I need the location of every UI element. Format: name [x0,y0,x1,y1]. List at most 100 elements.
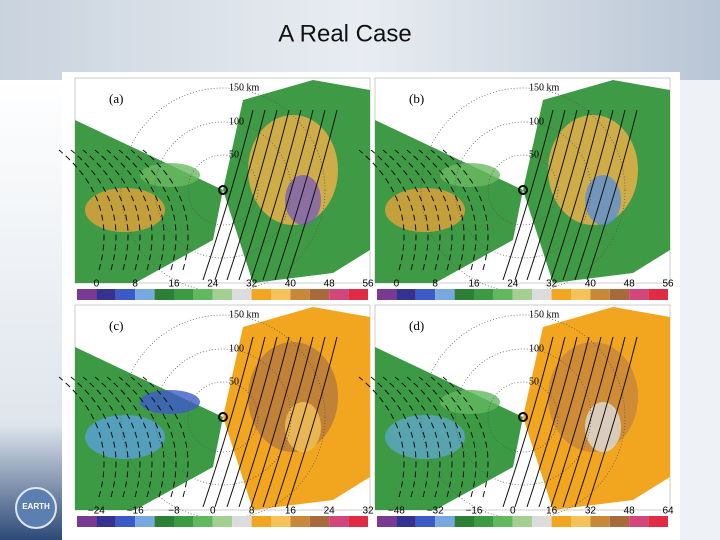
colorbar-segment [232,289,252,300]
echo-patch [140,390,200,414]
contour-line [226,336,278,508]
contour-line [202,109,254,281]
contour-line [382,149,429,271]
contour-line [226,109,278,281]
colorbar-tick-label: 16 [468,279,480,290]
colorbar-segment [532,289,552,300]
colorbar-segment [590,289,610,300]
radar-panel: (c) 150 km 100 50 −24 −16 −8 0 8 16 24 32 [58,304,374,527]
colorbar-segment [135,516,155,527]
colorbar-tick-label: 32 [362,506,374,517]
colorbar-segment [251,516,271,527]
echo-patch [285,175,321,225]
colorbar-tick-label: 40 [285,279,297,290]
colorbar-segment [629,289,649,300]
colorbar-tick-label: 56 [362,279,374,290]
colorbar-segment [251,289,271,300]
colorbar-segment [396,516,416,527]
colorbar-tick-label: 8 [132,279,138,290]
radar-site [218,412,228,422]
contour-line [274,336,326,508]
contour-line [214,336,266,508]
contour-line [286,109,338,281]
colorbar-tick-label: −16 [127,506,144,517]
colorbar-segment [629,516,649,527]
colorbar-segment [232,516,252,527]
range-label: 50 [529,376,539,387]
contour-line [574,109,626,281]
contour-line [106,376,153,498]
range-label: 100 [529,116,544,127]
colorbar-segment [474,516,494,527]
colorbar-tick-label: 40 [585,279,597,290]
contour-line [538,109,590,281]
colorbar-segment [512,516,533,527]
echo-patch [285,402,321,452]
colorbar-segment [348,289,368,300]
contour-line [442,149,489,271]
contour-line [70,149,117,271]
logo [15,487,57,529]
colorbar-segment [115,516,136,527]
colorbar-segment [648,516,668,527]
contour-line [394,149,441,271]
colorbar-tick-label: 48 [624,506,636,517]
contour-line [430,149,477,271]
contour-line [238,336,290,508]
contour-line [250,336,302,508]
panel-label: (a) [109,91,123,106]
range-label: 100 [529,343,544,354]
colorbar-tick-label: −16 [466,506,483,517]
colorbar-segment [493,516,513,527]
echo-patch [140,163,200,187]
contour-line [586,109,638,281]
contour-line [418,149,465,271]
colorbar-segment [551,289,571,300]
range-label: 50 [529,149,539,160]
colorbar-tick-label: 16 [168,279,180,290]
contour-line [370,149,417,271]
colorbar-tick-label: 24 [324,506,336,517]
colorbar-segment [193,289,213,300]
colorbar-segment [493,289,513,300]
contour-line [418,376,465,498]
radar-panel: (d) 150 km 100 50 −48 −32 −16 0 16 32 48 64 [358,304,674,527]
colorbar-segment [212,289,233,300]
panel-label: (c) [109,318,123,333]
contour-line [238,109,290,281]
colorbar-segment [135,289,155,300]
colorbar-tick-label: 64 [662,506,674,517]
colorbar-tick-label: 0 [94,279,100,290]
panel-label: (b) [409,91,424,106]
colorbar-tick-label: 24 [207,279,219,290]
panel-label: (d) [409,318,424,333]
contour-line [442,376,489,498]
side-band [0,80,62,540]
echo-patch [585,175,621,225]
colorbar-segment [193,516,213,527]
range-label: 50 [229,149,239,160]
contour-line [514,109,566,281]
colorbar-tick-label: 0 [510,506,516,517]
contour-line [118,376,165,498]
contour-line [370,376,417,498]
colorbar-segment [377,516,397,527]
colorbar-segment [571,516,591,527]
range-label: 150 km [529,309,560,320]
contour-line [94,376,141,498]
colorbar-tick-label: 0 [210,506,216,517]
range-ring [187,381,259,453]
colorbar-segment [154,516,174,527]
contour-line [550,109,602,281]
title-band [0,0,720,80]
colorbar-tick-label: 48 [624,279,636,290]
contour-line [58,149,105,271]
range-label: 100 [229,116,244,127]
contour-line [58,376,105,498]
contour-line [550,336,602,508]
slide-title: A Real Case [278,20,411,47]
colorbar-segment [329,289,349,300]
contour-line [286,336,338,508]
